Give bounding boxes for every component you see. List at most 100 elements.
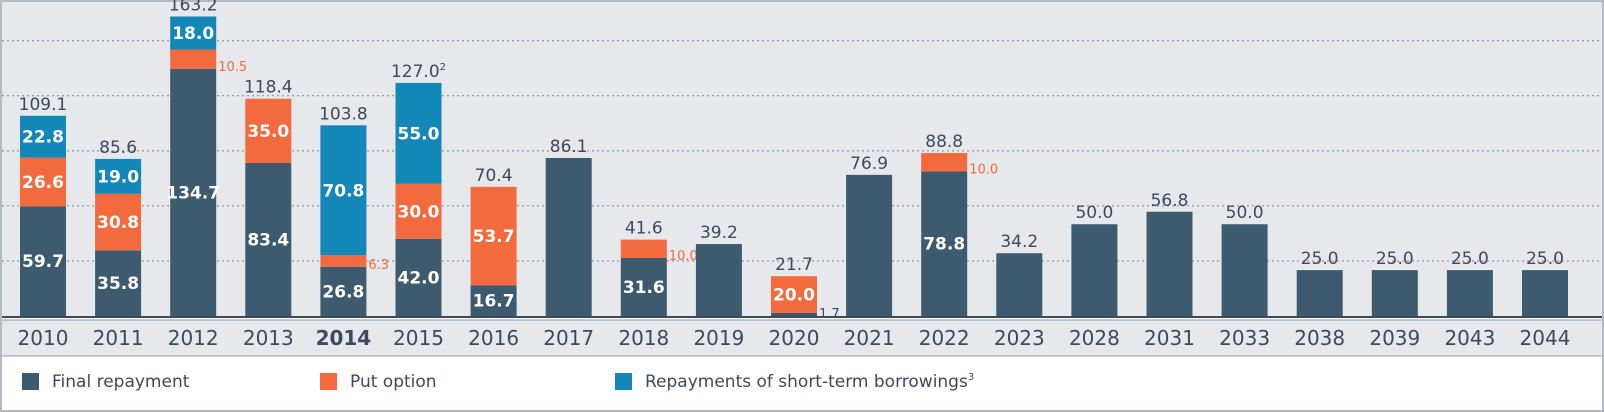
bar-segment: [170, 16, 217, 50]
data-label: 20.0: [773, 286, 815, 306]
total-label: 103.8: [319, 104, 368, 124]
total-label: 25.0: [1451, 249, 1489, 269]
data-label: 10.0: [669, 249, 698, 264]
total-label: 70.4: [475, 166, 513, 186]
bar-segment: [320, 125, 367, 256]
data-label: 70.8: [322, 181, 364, 201]
bar-segment: [20, 157, 66, 207]
total-label: 21.7: [775, 255, 813, 275]
x-tick-label: 2014: [316, 326, 372, 350]
bar-segment: [620, 258, 667, 316]
data-label: 19.0: [97, 167, 139, 187]
bar-segment: [320, 266, 367, 316]
bar-segment: [20, 115, 66, 158]
legend-swatch: [320, 373, 337, 390]
x-tick-label: 2010: [18, 326, 69, 350]
data-label: 26.6: [22, 173, 64, 193]
data-label: 42.0: [398, 268, 440, 288]
data-label: 10.5: [218, 60, 247, 75]
data-label: 1.7: [819, 307, 840, 322]
bar-segment: [395, 183, 442, 239]
bar-segment: [395, 82, 442, 184]
bar-segment: [921, 171, 968, 316]
data-label: 26.8: [322, 282, 364, 302]
data-label: 16.7: [473, 292, 515, 312]
bar-segment: [1522, 270, 1568, 316]
data-label: 30.8: [97, 213, 139, 233]
bar-segment: [996, 253, 1043, 316]
bar-segment: [470, 186, 517, 286]
data-label: 30.0: [398, 202, 440, 222]
x-tick-label: 2038: [1294, 326, 1345, 350]
x-tick-label: 2017: [543, 326, 594, 350]
total-label: 25.0: [1301, 249, 1339, 269]
bar-segment: [245, 162, 292, 316]
bar-segment: [1221, 224, 1268, 316]
bar-segment: [320, 255, 367, 267]
data-label: 10.0: [969, 162, 998, 177]
bar-segment: [95, 250, 142, 316]
bar-segment: [95, 193, 142, 251]
x-tick-label: 2023: [994, 326, 1045, 350]
total-label: 34.2: [1000, 232, 1038, 252]
bar-segment: [620, 239, 667, 259]
bar-segment: [20, 206, 66, 316]
bar-segment: [771, 312, 817, 316]
data-label: 18.0: [172, 24, 214, 44]
x-tick-label: 2012: [168, 326, 219, 350]
legend-swatch: [615, 373, 632, 390]
x-tick-label: 2019: [693, 326, 744, 350]
total-label: 39.2: [700, 223, 738, 243]
data-label: 78.8: [923, 235, 965, 255]
superscript: 3: [968, 372, 974, 383]
bar-segment: [395, 238, 442, 316]
superscript: 2: [440, 62, 446, 73]
bar-segment: [1071, 224, 1118, 316]
data-label: 53.7: [473, 227, 515, 247]
x-tick-label: 2028: [1069, 326, 1120, 350]
total-label: 118.4: [244, 78, 293, 98]
total-label: 163.2: [169, 0, 218, 15]
bar-segment: [1371, 270, 1418, 316]
bar-segment: [771, 276, 817, 313]
x-axis-band: [2, 320, 1602, 356]
bar-segment: [95, 158, 142, 194]
x-tick-label: 2015: [393, 326, 444, 350]
data-label: 55.0: [398, 124, 440, 144]
x-tick-label: 2031: [1144, 326, 1195, 350]
x-tick-label: 2016: [468, 326, 519, 350]
total-label: 85.6: [99, 138, 137, 158]
bar-segment: [1146, 211, 1193, 316]
x-tick-label: 2013: [243, 326, 294, 350]
x-tick-label: 2011: [93, 326, 144, 350]
bar-segment: [170, 49, 217, 69]
x-tick-label: 2021: [844, 326, 895, 350]
data-label: 35.8: [97, 274, 139, 294]
bar-segment: [545, 157, 592, 316]
bar-segment: [245, 98, 292, 163]
total-label: 41.6: [625, 219, 663, 239]
legend-label: Put option: [350, 372, 437, 392]
total-label: 25.0: [1376, 249, 1414, 269]
bar-segment: [1296, 270, 1343, 316]
total-label: 88.8: [925, 132, 963, 152]
total-label: 86.1: [550, 137, 588, 157]
total-label: 127.02: [391, 62, 446, 82]
legend-label: Repayments of short-term borrowings3: [645, 372, 974, 392]
bar-segment: [470, 285, 517, 316]
bar-segment: [846, 174, 893, 316]
data-label: 22.8: [22, 128, 64, 148]
bar-segment: [170, 68, 217, 316]
x-tick-label: 2018: [618, 326, 669, 350]
total-label: 109.1: [19, 95, 68, 115]
bar-segment: [921, 153, 968, 172]
total-label: 56.8: [1151, 191, 1189, 211]
x-tick-label: 2022: [919, 326, 970, 350]
data-label: 35.0: [247, 122, 289, 142]
x-tick-label: 2020: [769, 326, 820, 350]
x-tick-label: 2033: [1219, 326, 1270, 350]
data-label: 59.7: [22, 252, 64, 272]
total-label: 50.0: [1075, 203, 1113, 223]
